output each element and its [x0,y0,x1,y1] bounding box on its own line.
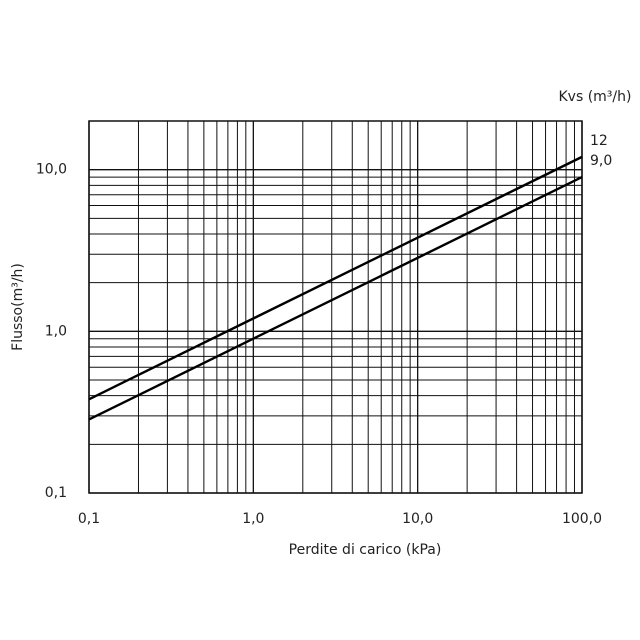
x-tick-label: 0,1 [78,511,100,527]
x-tick-label: 10,0 [402,511,433,527]
x-tick-label: 1,0 [242,511,264,527]
series-line [88,175,583,421]
x-axis-label: Perdite di carico (kPa) [289,542,442,558]
series-line [88,155,583,401]
series-label: 12 [590,133,608,149]
legend-title: Kvs (m³/h) [559,89,632,105]
y-tick-label: 0,1 [45,485,67,501]
series-label: 9,0 [590,153,612,169]
y-tick-label: 1,0 [45,323,67,339]
x-tick-label: 100,0 [562,511,602,527]
plot-frame [88,120,583,494]
y-tick-label: 10,0 [36,162,67,178]
y-axis-label: Flusso(m³/h) [10,263,26,351]
